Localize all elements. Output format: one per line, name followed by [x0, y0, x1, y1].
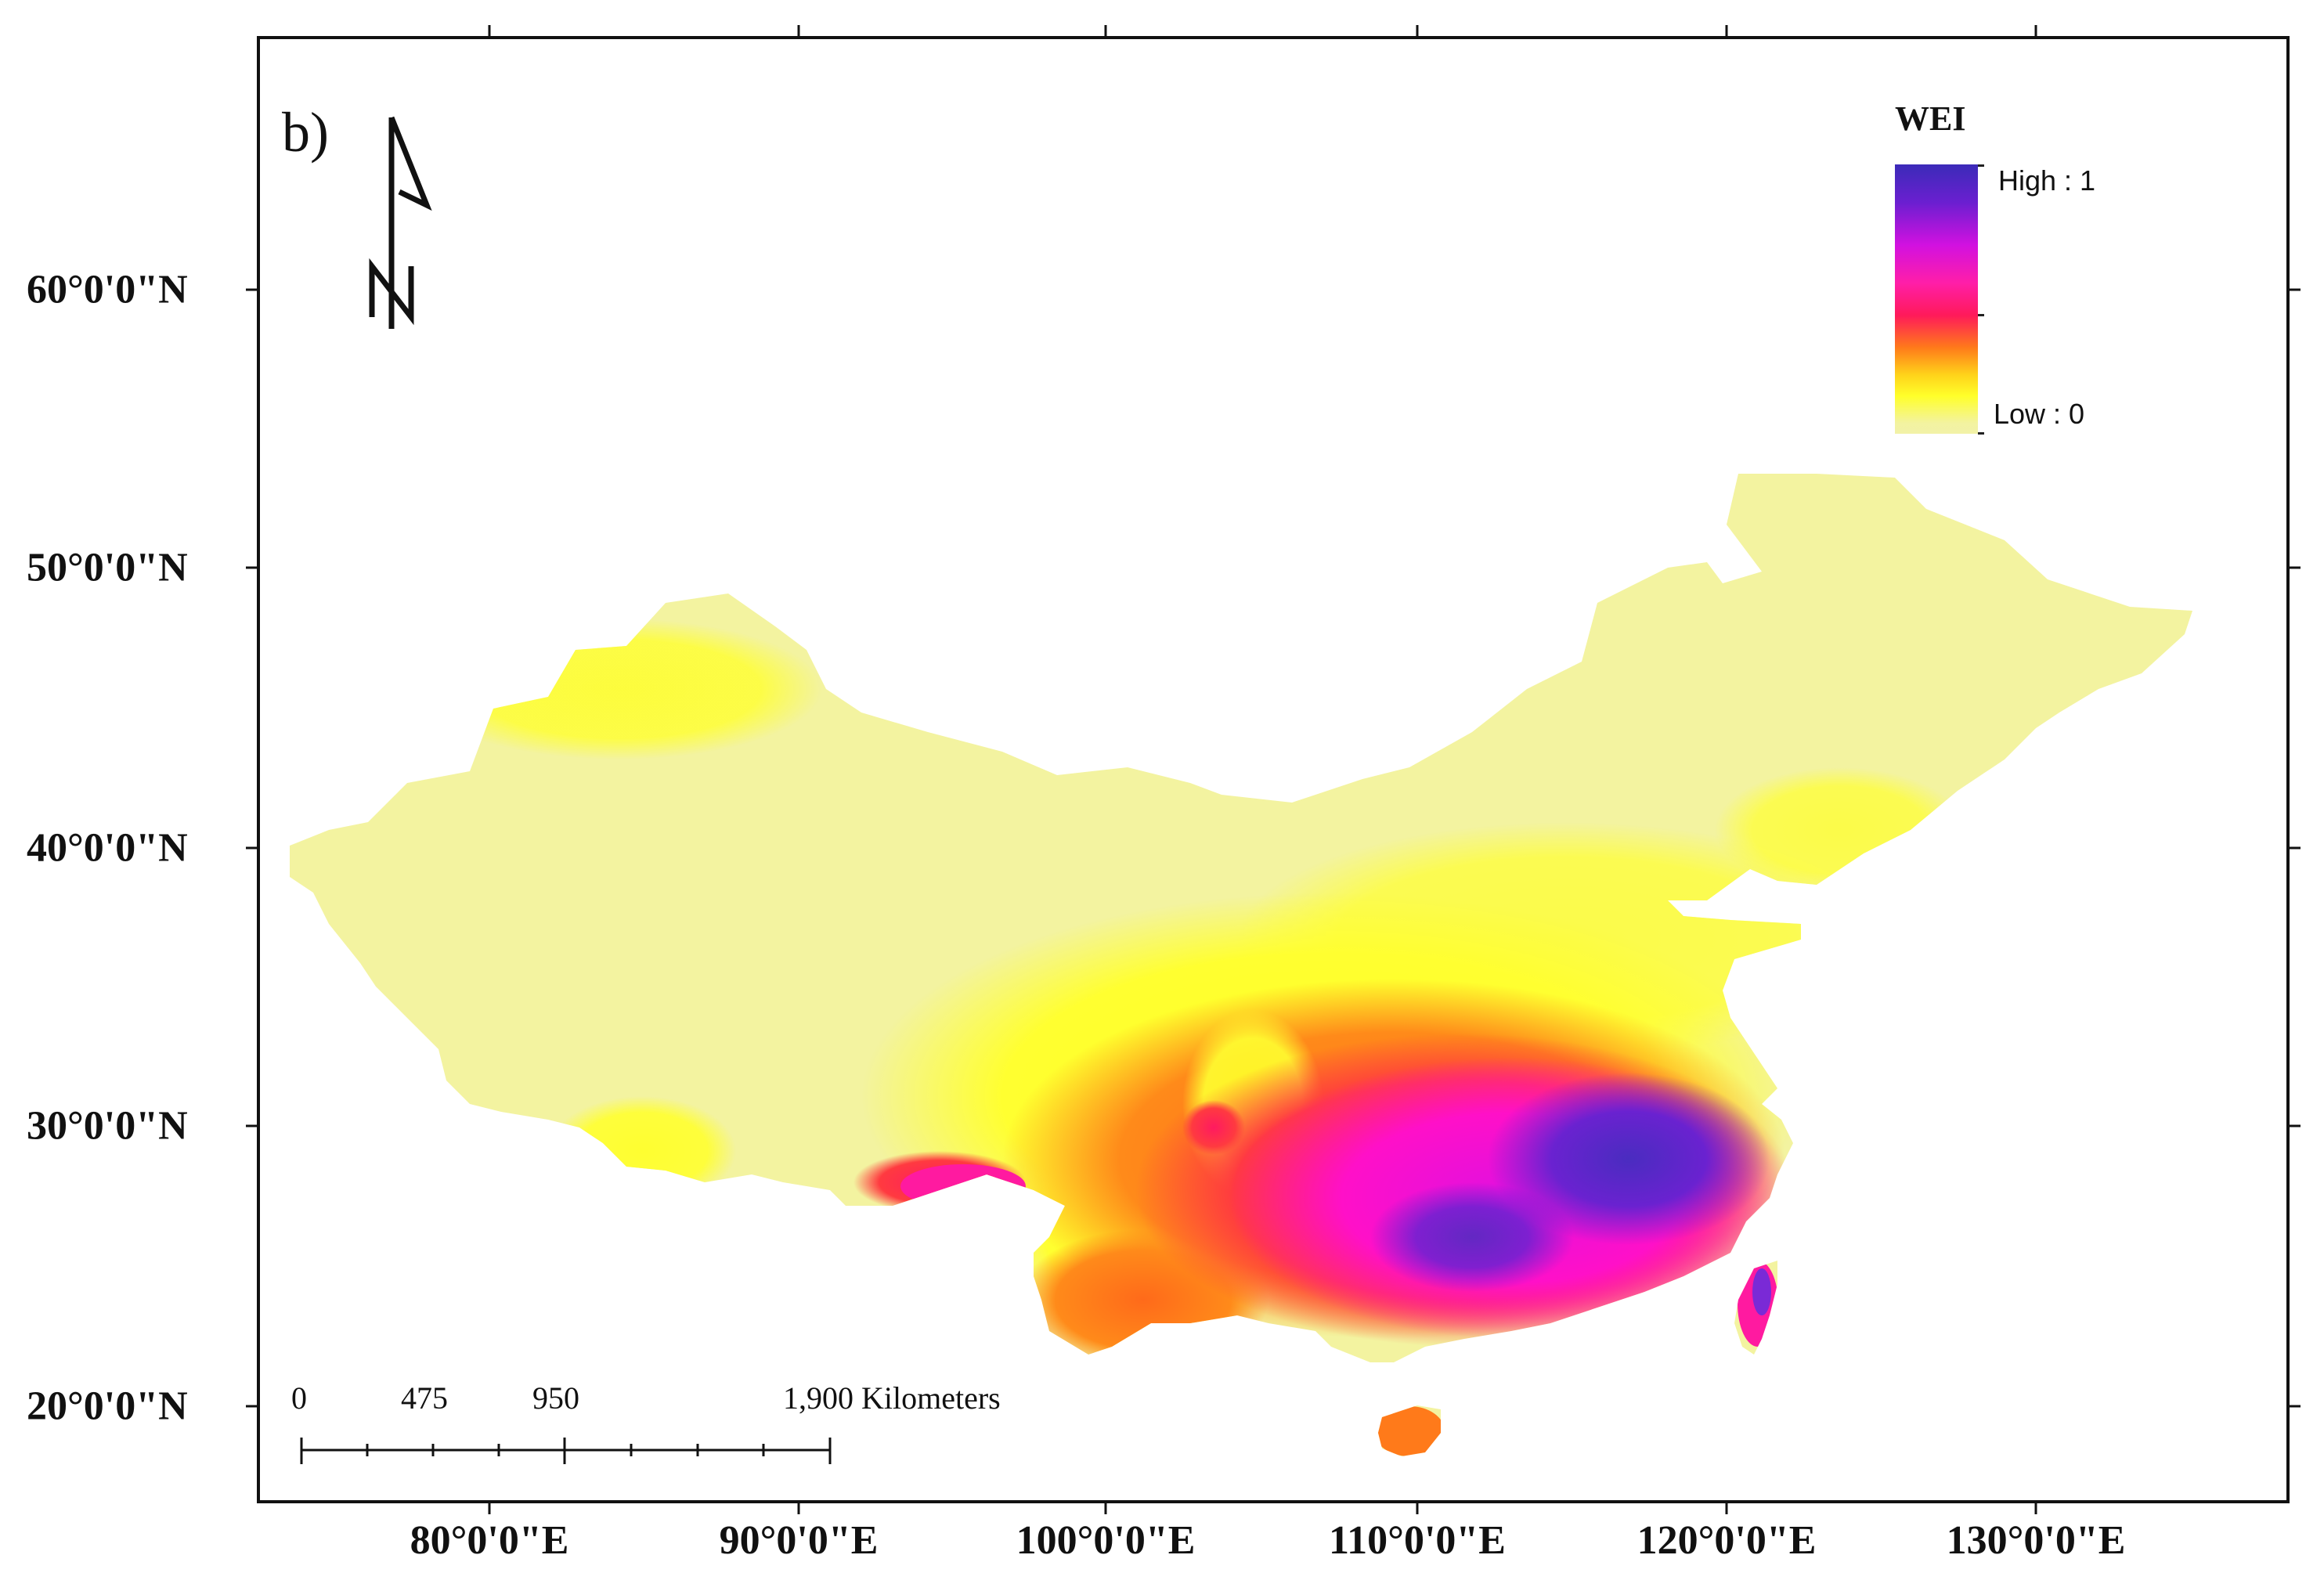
map-frame	[257, 36, 2290, 1503]
lon-label-100: 100°0'0"E	[1016, 1518, 1196, 1563]
legend-color-ramp	[1895, 164, 1978, 434]
legend-low-label: Low : 0	[1994, 398, 2085, 430]
lon-label-130: 130°0'0"E	[1946, 1518, 2126, 1563]
lat-label-60: 60°0'0"N	[27, 267, 188, 312]
north-arrow-icon	[369, 116, 432, 329]
lon-label-80: 80°0'0"E	[410, 1518, 569, 1563]
legend-tick-low	[1978, 432, 1984, 435]
scale-label-0: 0	[291, 1380, 307, 1416]
lat-label-40: 40°0'0"N	[27, 825, 188, 871]
lon-label-120: 120°0'0"E	[1637, 1518, 1817, 1563]
lat-label-20: 20°0'0"N	[27, 1384, 188, 1429]
frame-ticks	[246, 25, 2301, 1514]
panel-label: b)	[282, 101, 329, 164]
legend-high-label: High : 1	[1998, 164, 2096, 197]
wei-raster	[290, 474, 2192, 1456]
legend-tick-high	[1978, 164, 1984, 167]
legend-tick-mid	[1978, 314, 1984, 316]
scale-label-1900: 1,900 Kilometers	[783, 1380, 1001, 1416]
lat-label-30: 30°0'0"N	[27, 1103, 188, 1149]
lat-label-50: 50°0'0"N	[27, 545, 188, 590]
scale-bar	[300, 1438, 832, 1464]
lon-label-110: 110°0'0"E	[1329, 1518, 1506, 1563]
scale-label-950: 950	[532, 1380, 579, 1416]
legend-title: WEI	[1895, 99, 1966, 138]
scale-label-475: 475	[401, 1380, 448, 1416]
lon-label-90: 90°0'0"E	[719, 1518, 879, 1563]
